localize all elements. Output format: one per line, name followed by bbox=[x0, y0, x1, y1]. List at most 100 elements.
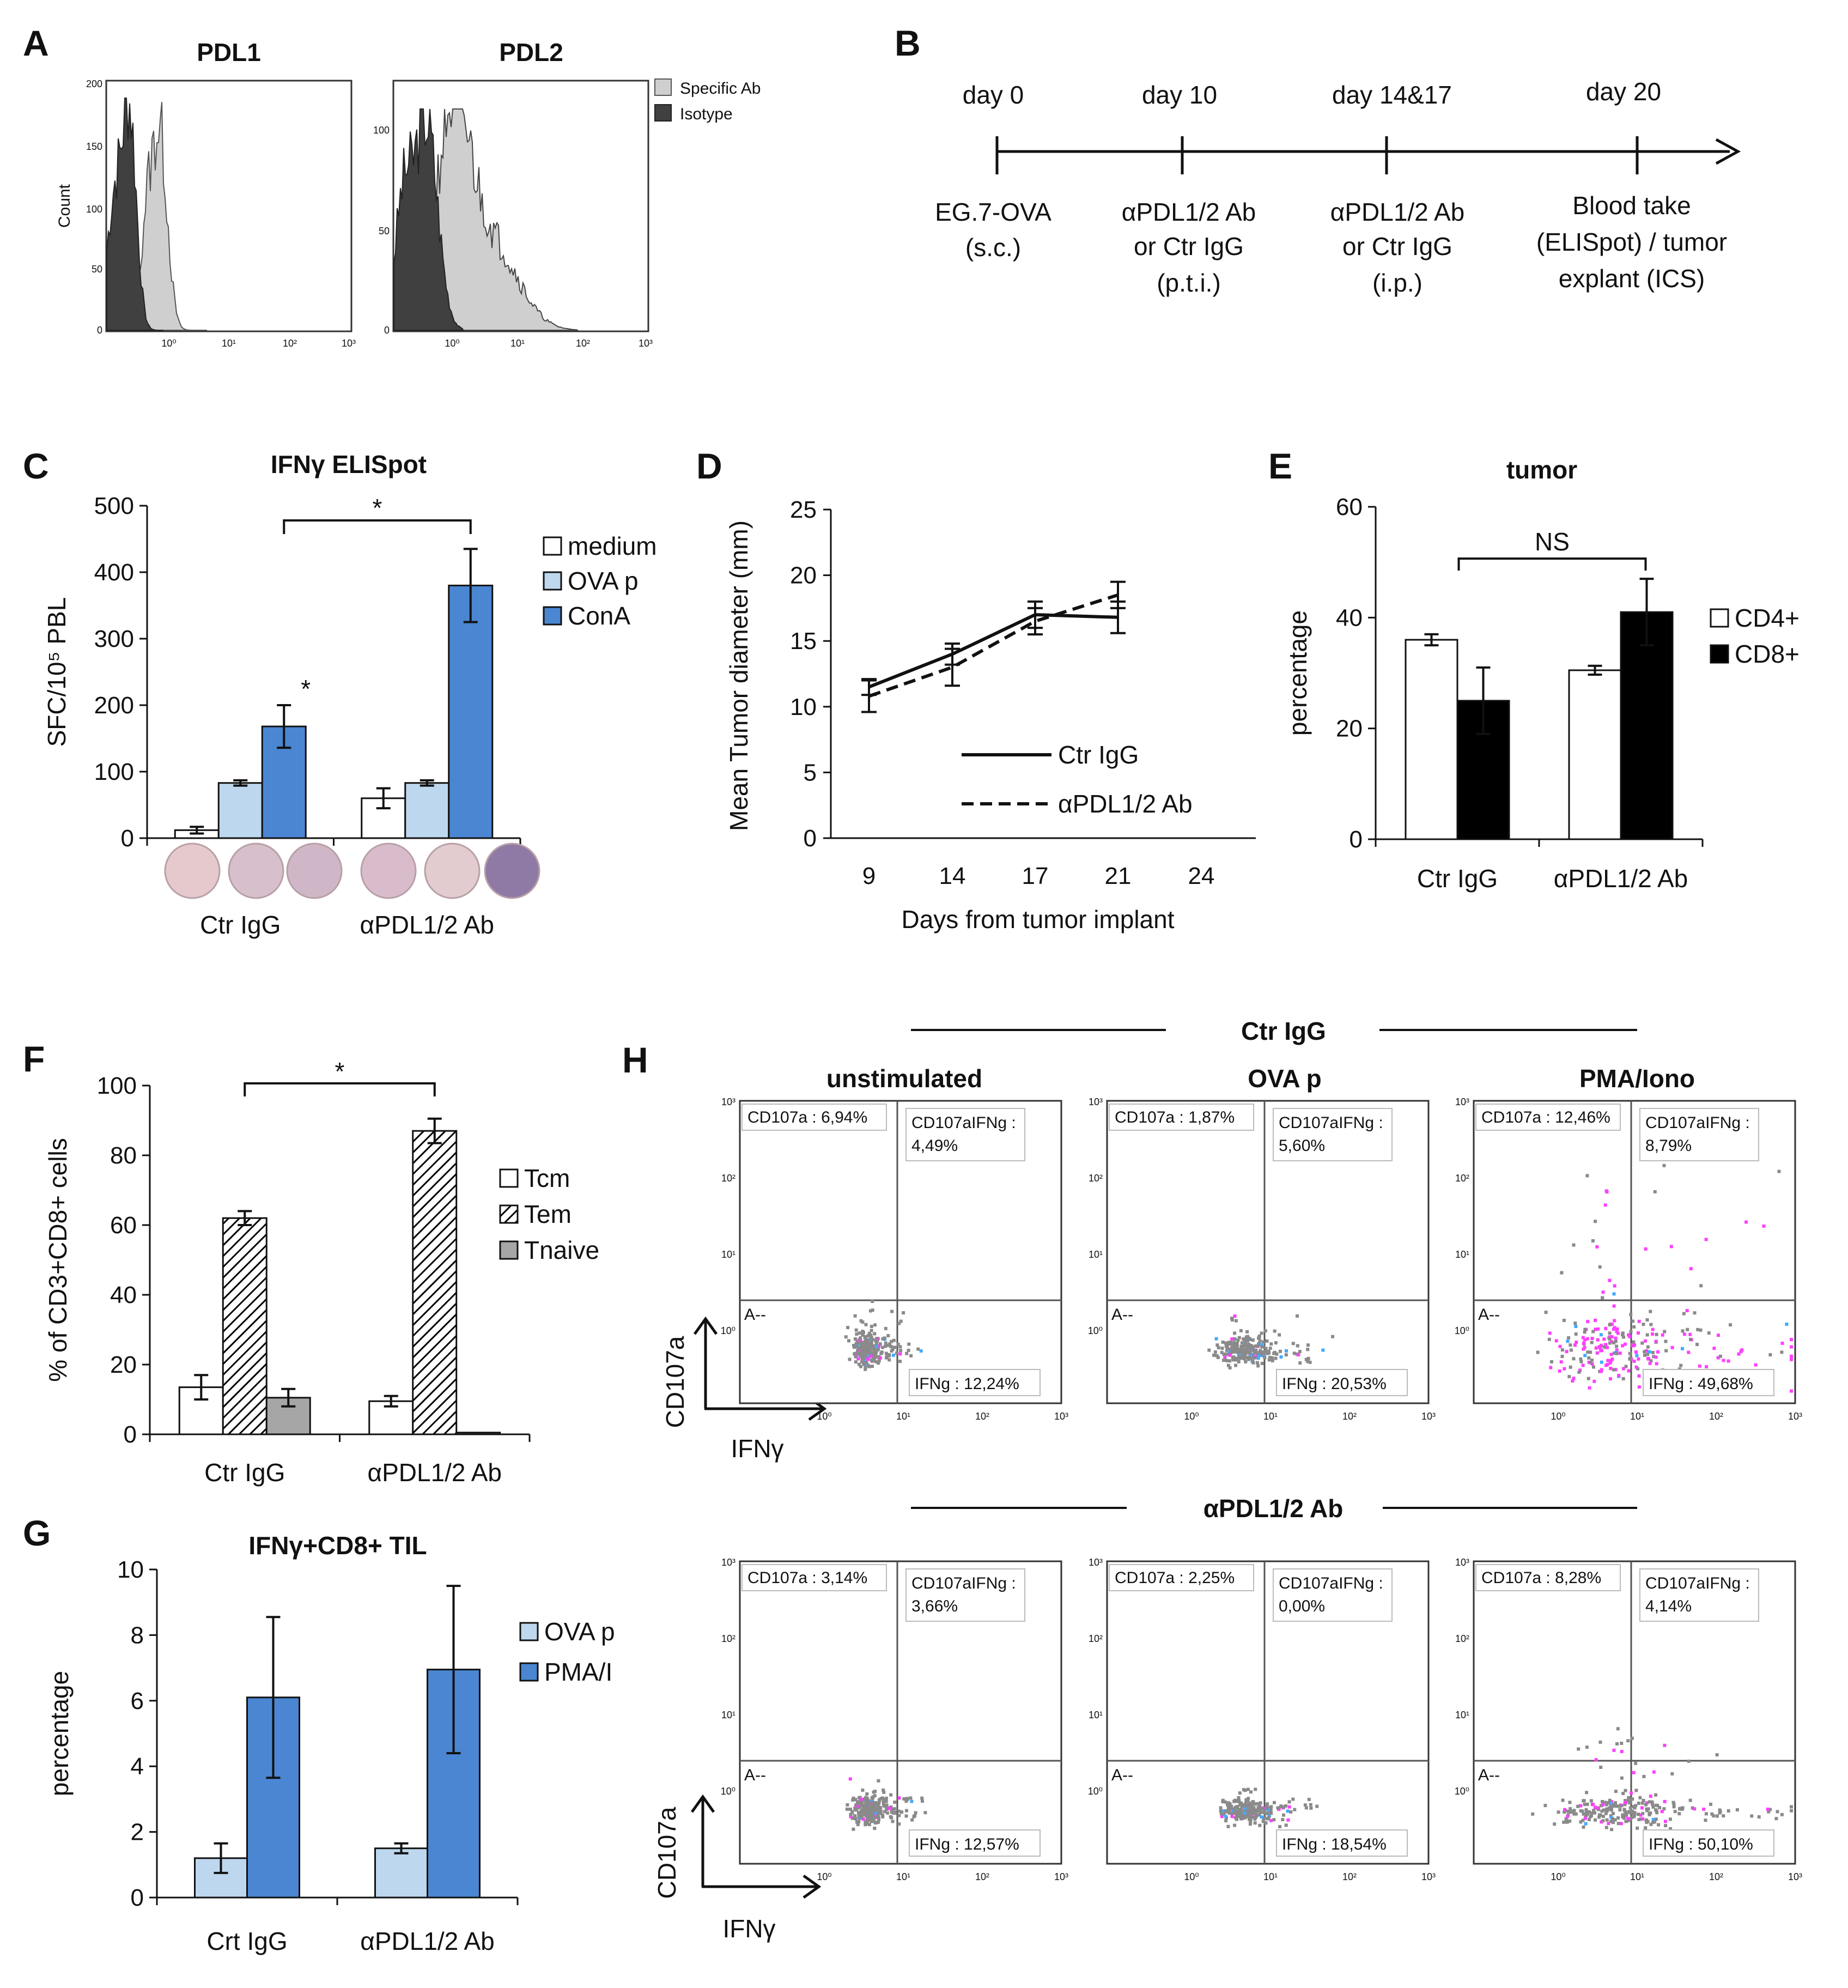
event-dot bbox=[1306, 1343, 1310, 1347]
event-dot bbox=[1644, 1826, 1648, 1830]
event-dot bbox=[1254, 1815, 1258, 1819]
pdl2-ytick: 100 bbox=[373, 125, 390, 136]
gate-label-box bbox=[1639, 1108, 1759, 1161]
event-dot bbox=[1707, 1331, 1711, 1335]
event-dot bbox=[1624, 1365, 1628, 1368]
event-dot bbox=[1592, 1365, 1595, 1369]
event-dot bbox=[1258, 1823, 1262, 1827]
x-tick-label: 17 bbox=[1022, 863, 1049, 889]
event-dot bbox=[1231, 1358, 1235, 1362]
gate-label-box bbox=[1643, 1369, 1774, 1396]
category-label: αPDL1/2 Ab bbox=[360, 911, 494, 939]
legend-label: ConA bbox=[568, 602, 630, 630]
event-dot bbox=[1260, 1331, 1263, 1335]
event-dot bbox=[1648, 1350, 1651, 1354]
event-dot bbox=[1762, 1224, 1766, 1228]
event-dot bbox=[869, 1805, 873, 1809]
event-dot bbox=[882, 1799, 885, 1803]
y-tick-label: 80 bbox=[110, 1142, 137, 1169]
event-dot bbox=[1606, 1345, 1609, 1349]
event-dot bbox=[887, 1354, 891, 1357]
event-dot bbox=[860, 1801, 864, 1804]
bar-ova-p bbox=[404, 782, 450, 839]
event-dot bbox=[867, 1355, 871, 1359]
event-dot bbox=[1259, 1810, 1262, 1814]
y-tick-label: 10² bbox=[1089, 1633, 1103, 1644]
event-dot bbox=[1559, 1360, 1563, 1364]
event-dot bbox=[1608, 1798, 1612, 1802]
event-dot bbox=[1615, 1742, 1619, 1745]
event-dot bbox=[846, 1803, 849, 1807]
x-tick-label: 10¹ bbox=[1263, 1871, 1278, 1882]
event-dot bbox=[871, 1308, 874, 1312]
event-dot bbox=[868, 1818, 872, 1822]
event-dot bbox=[1649, 1811, 1652, 1815]
event-dot bbox=[1239, 1817, 1243, 1821]
event-dot bbox=[1273, 1329, 1276, 1333]
event-dot bbox=[1611, 1811, 1615, 1815]
event-dot bbox=[1612, 1292, 1616, 1296]
event-dot bbox=[900, 1810, 904, 1814]
event-dot bbox=[1279, 1349, 1282, 1353]
event-dot bbox=[1232, 1355, 1236, 1359]
event-dot bbox=[1269, 1808, 1273, 1811]
event-dot bbox=[1614, 1336, 1618, 1340]
event-dot bbox=[1790, 1389, 1793, 1393]
event-dot bbox=[1790, 1357, 1793, 1361]
up-arrow-icon bbox=[690, 1794, 715, 1813]
event-dot bbox=[862, 1348, 865, 1352]
event-line: αPDL1/2 Ab bbox=[1330, 198, 1465, 226]
gate-label-box bbox=[909, 1369, 1041, 1396]
event-dot bbox=[1238, 1813, 1242, 1817]
pdl1-specific-ab-curve bbox=[130, 102, 207, 331]
panel-letter: D bbox=[696, 446, 722, 486]
event-dot bbox=[1610, 1357, 1614, 1361]
legend-label: αPDL1/2 Ab bbox=[1058, 790, 1193, 818]
cd107a-gate-label: CD107a : 6,94% bbox=[747, 1108, 867, 1126]
event-dot bbox=[1619, 1822, 1623, 1826]
x-tick-label: 9 bbox=[862, 863, 876, 889]
event-dot bbox=[1219, 1809, 1223, 1813]
ifng-axis-label: IFNγ bbox=[722, 1914, 775, 1943]
event-dot bbox=[1608, 1335, 1612, 1339]
event-dot bbox=[1531, 1812, 1535, 1816]
event-dot bbox=[861, 1330, 865, 1333]
event-dot bbox=[1626, 1739, 1630, 1743]
event-dot bbox=[889, 1345, 893, 1349]
event-dot bbox=[1249, 1820, 1253, 1824]
pdl1-xtick: 10³ bbox=[342, 338, 356, 349]
event-dot bbox=[1637, 1817, 1641, 1821]
event-dot bbox=[1236, 1799, 1239, 1803]
y-tick-label: 40 bbox=[110, 1282, 137, 1308]
event-dot bbox=[1585, 1802, 1589, 1806]
event-dot bbox=[1260, 1807, 1264, 1810]
y-tick-label: 15 bbox=[790, 628, 817, 654]
event-dot bbox=[1582, 1825, 1585, 1829]
event-dot bbox=[855, 1351, 859, 1355]
event-dot bbox=[1644, 1247, 1648, 1251]
event-dot bbox=[873, 1816, 877, 1820]
event-dot bbox=[861, 1350, 864, 1354]
event-dot bbox=[862, 1341, 866, 1344]
event-dot bbox=[1237, 1360, 1241, 1363]
event-dot bbox=[890, 1816, 893, 1820]
event-dot bbox=[1633, 1343, 1637, 1347]
event-dot bbox=[860, 1360, 864, 1364]
event-dot bbox=[1583, 1338, 1586, 1342]
event-dot bbox=[1242, 1350, 1245, 1353]
axis-legend-bottom: CD107a IFNγ bbox=[653, 1794, 822, 1943]
event-dot bbox=[1637, 1357, 1640, 1361]
timeline-arrow-icon bbox=[1715, 138, 1741, 165]
event-dot bbox=[1260, 1351, 1263, 1355]
event-dot bbox=[1629, 1356, 1632, 1360]
event-dot bbox=[1630, 1736, 1634, 1740]
bar-cd8- bbox=[1620, 611, 1674, 840]
event-dot bbox=[1595, 1351, 1599, 1355]
event-dot bbox=[1651, 1805, 1655, 1809]
event-dot bbox=[1616, 1816, 1620, 1820]
event-dot bbox=[1565, 1350, 1569, 1354]
event-dot bbox=[861, 1817, 865, 1821]
event-dot bbox=[1651, 1817, 1655, 1821]
event-dot bbox=[1558, 1344, 1562, 1348]
event-dot bbox=[1265, 1806, 1268, 1810]
